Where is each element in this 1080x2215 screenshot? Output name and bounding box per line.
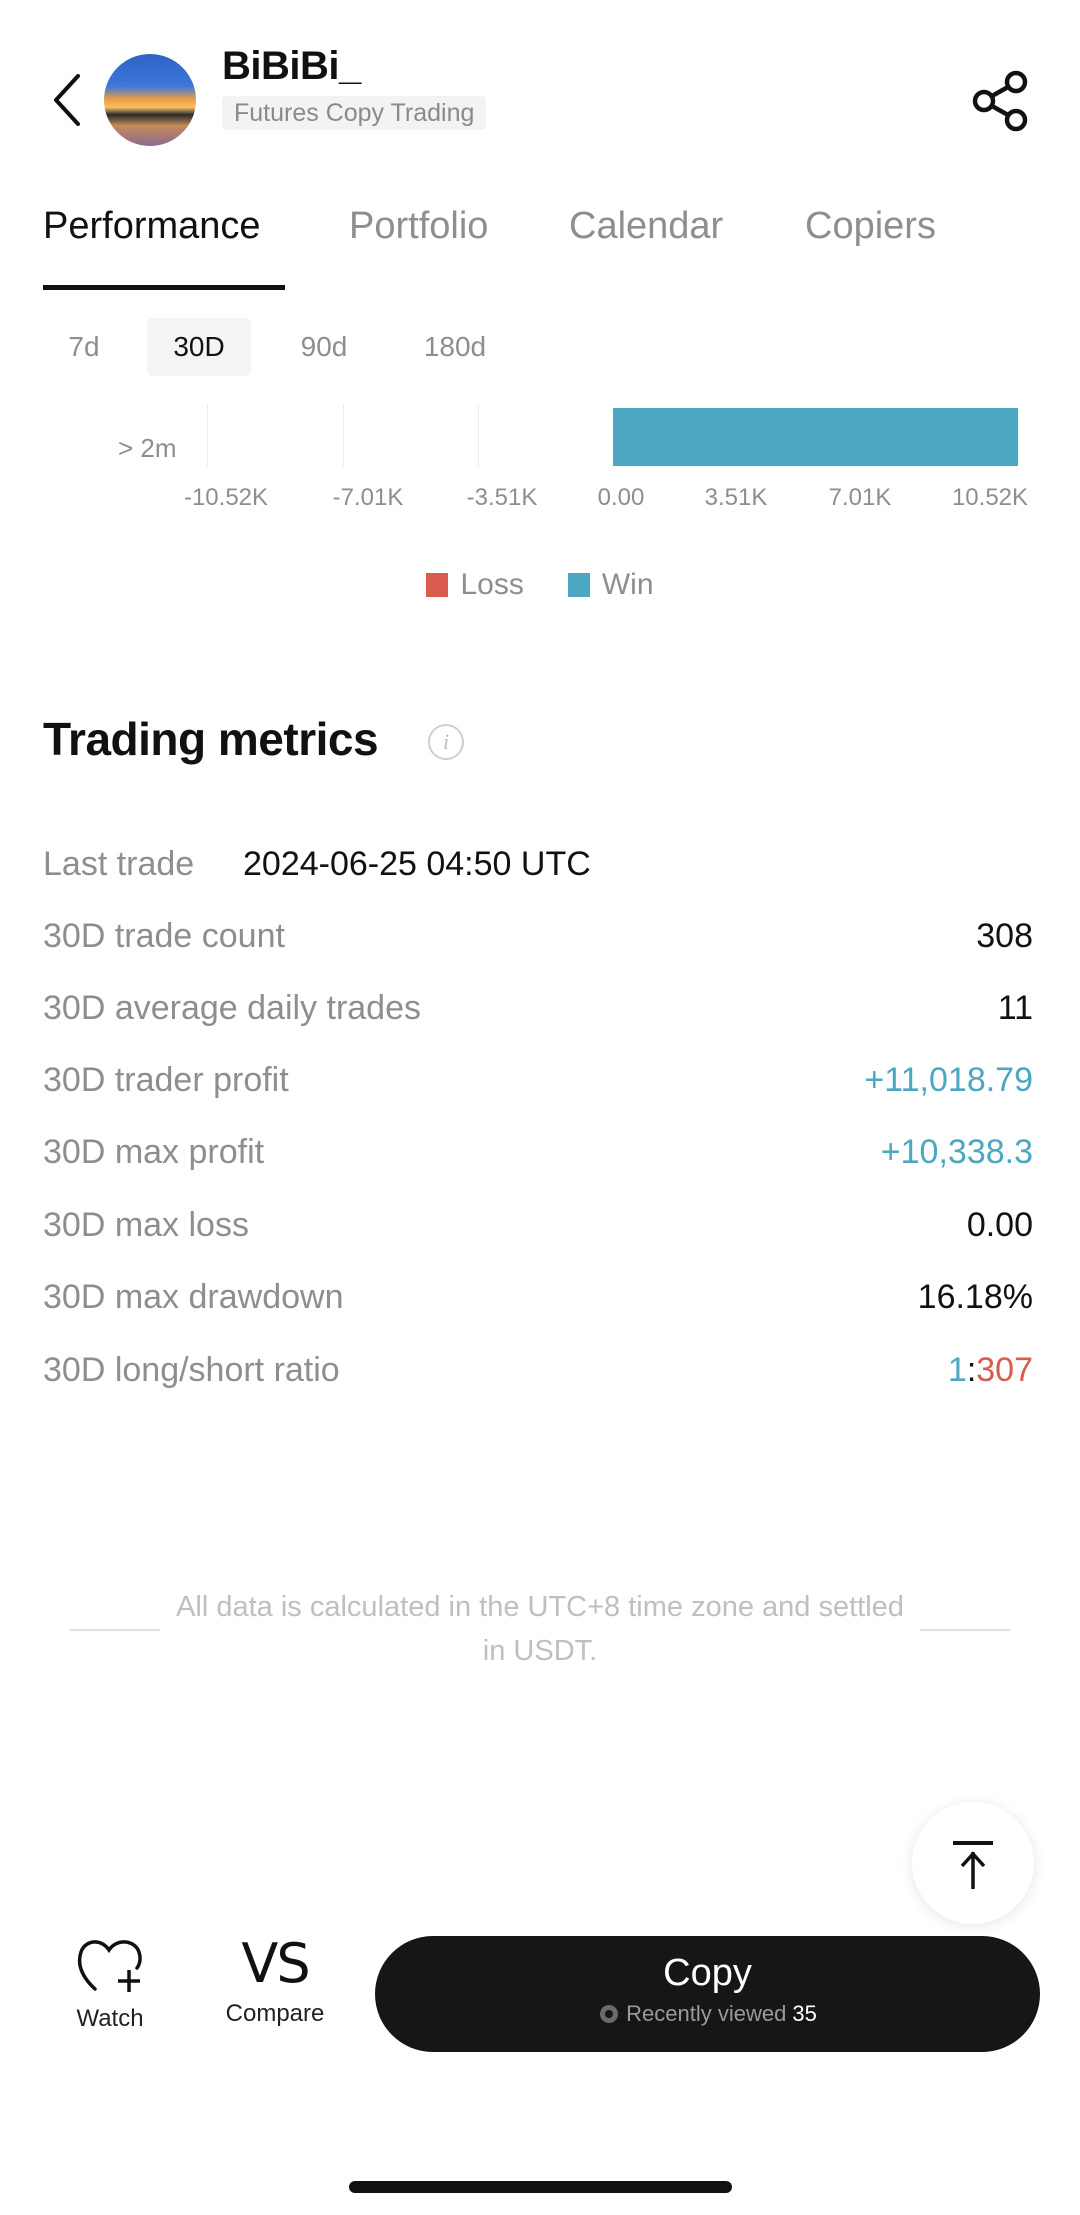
compare-button[interactable]: VS Compare <box>210 1934 340 2028</box>
header: BiBiBi_ Futures Copy Trading <box>0 0 1080 175</box>
tab-portfolio[interactable]: Portfolio <box>349 205 489 247</box>
period-180d[interactable]: 180d <box>423 331 487 362</box>
period-90d[interactable]: 90d <box>300 331 348 362</box>
win-swatch-icon <box>567 573 590 597</box>
metric-value: +10,338.3 <box>880 1133 1033 1171</box>
metric-label: 30D trader profit <box>43 1061 289 1099</box>
footnote-text: All data is calculated in the UTC+8 time… <box>176 1591 904 1667</box>
metric-label: 30D max drawdown <box>43 1278 344 1316</box>
metric-row: 30D max drawdown 16.18% <box>43 1278 1033 1338</box>
chart-legend: Loss Win <box>0 568 1080 602</box>
loss-swatch-icon <box>426 573 449 597</box>
metric-row: 30D average daily trades 11 <box>43 989 1033 1049</box>
recently-viewed-label: Recently viewed <box>626 2001 787 2026</box>
metric-label: 30D average daily trades <box>43 989 422 1027</box>
active-tab-indicator <box>43 285 285 290</box>
metric-value: +11,018.79 <box>864 1061 1033 1099</box>
long-count: 1 <box>947 1351 967 1389</box>
x-tick: -7.01K <box>332 484 404 511</box>
legend-win[interactable]: Win <box>567 568 654 602</box>
metric-value: 308 <box>976 917 1033 955</box>
metric-label: 30D max profit <box>43 1133 265 1171</box>
chevron-left-icon <box>54 74 80 126</box>
trader-name: BiBiBi_ <box>222 44 361 88</box>
arrow-up-to-top-icon <box>953 1841 993 1889</box>
tab-calendar[interactable]: Calendar <box>569 205 724 247</box>
divider <box>70 1629 160 1631</box>
gridline <box>478 404 479 466</box>
copy-button[interactable]: Copy Recently viewed 35 <box>375 1936 1040 2052</box>
win-bar[interactable] <box>613 408 1018 466</box>
bottom-action-bar: Watch VS Compare Copy Recently viewed 35 <box>0 1920 1080 2060</box>
home-indicator <box>349 2181 732 2193</box>
x-tick: -10.52K <box>183 484 269 511</box>
copy-label: Copy <box>663 1952 752 1994</box>
metric-row-last-trade: Last trade 2024-06-25 04:50 UTC <box>43 845 1033 905</box>
tab-bar: Performance Portfolio Calendar Copiers <box>0 195 1080 295</box>
tab-performance[interactable]: Performance <box>43 205 261 247</box>
watch-button[interactable]: Watch <box>45 1934 175 2033</box>
info-icon[interactable]: i <box>428 724 464 760</box>
chart-category-label: > 2m <box>118 433 177 463</box>
eye-icon <box>600 2005 619 2023</box>
period-30d[interactable]: 30D <box>147 318 251 376</box>
section-title: Trading metrics <box>43 713 379 765</box>
x-tick: 3.51K <box>704 484 768 511</box>
gridline <box>207 404 208 466</box>
metric-label: 30D long/short ratio <box>43 1351 340 1389</box>
x-tick: 7.01K <box>828 484 892 511</box>
scroll-to-top-button[interactable] <box>912 1802 1034 1924</box>
metric-row: 30D trade count 308 <box>43 917 1033 977</box>
legend-win-label: Win <box>601 568 654 601</box>
metric-row: 30D max profit +10,338.3 <box>43 1133 1033 1193</box>
back-button[interactable] <box>50 72 86 128</box>
avatar[interactable] <box>104 54 196 146</box>
short-count: 307 <box>976 1351 1033 1389</box>
metric-value: 16.18% <box>917 1278 1033 1316</box>
long-short-ratio: 1:307 <box>948 1351 1033 1390</box>
watch-label: Watch <box>76 2005 144 2032</box>
period-7d[interactable]: 7d <box>68 331 100 362</box>
gridline <box>343 404 344 466</box>
legend-loss-label: Loss <box>460 568 524 601</box>
x-tick: -3.51K <box>466 484 538 511</box>
metric-row: 30D trader profit +11,018.79 <box>43 1061 1033 1121</box>
metric-value: 0.00 <box>966 1206 1033 1244</box>
tab-copiers[interactable]: Copiers <box>805 205 936 247</box>
metric-row: 30D long/short ratio 1:307 <box>43 1351 1033 1411</box>
metric-value: 11 <box>997 989 1033 1027</box>
legend-loss[interactable]: Loss <box>426 568 524 602</box>
metric-label: 30D trade count <box>43 917 285 955</box>
win-loss-chart: > 2m -10.52K -7.01K -3.51K 0.00 3.51K 7.… <box>0 400 1080 620</box>
share-icon <box>972 70 1028 132</box>
metric-label: Last trade <box>43 845 195 883</box>
compare-label: Compare <box>225 2000 325 2027</box>
metric-row: 30D max loss 0.00 <box>43 1206 1033 1266</box>
metric-label: 30D max loss <box>43 1206 249 1244</box>
x-tick: 10.52K <box>951 484 1029 511</box>
recently-viewed-count: 35 <box>792 2001 817 2026</box>
metric-value: 2024-06-25 04:50 UTC <box>243 845 591 883</box>
divider <box>920 1629 1010 1631</box>
recently-viewed: Recently viewed 35 <box>375 2001 1040 2027</box>
x-tick: 0.00 <box>597 484 645 511</box>
share-button[interactable] <box>972 70 1028 132</box>
heart-plus-icon <box>77 1940 142 1992</box>
trading-type-badge: Futures Copy Trading <box>222 96 487 130</box>
vs-icon: VS <box>241 1932 310 1995</box>
ratio-separator: : <box>966 1351 977 1389</box>
